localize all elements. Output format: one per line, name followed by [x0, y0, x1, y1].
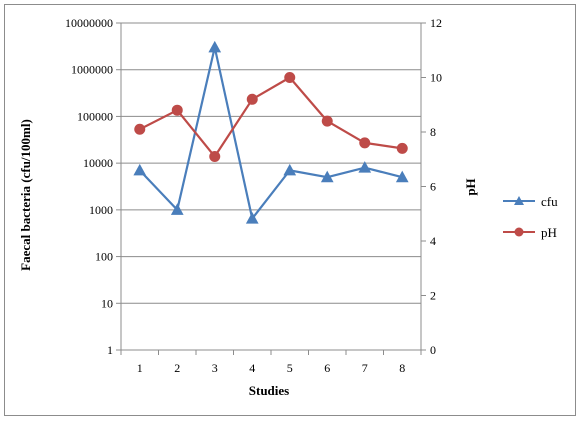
left-tick-label: 1000000	[71, 63, 113, 77]
x-tick-label: 3	[212, 361, 218, 375]
data-point-cfu	[283, 163, 297, 176]
data-point-ph	[321, 115, 333, 127]
right-axis-title: pH	[463, 178, 478, 195]
axes	[120, 23, 422, 351]
left-tick-label: 10	[101, 296, 113, 310]
series-ph	[134, 72, 408, 163]
left-axis-ticks: 1 10 100 1000 10000 100000 1000000 10000000	[65, 16, 121, 357]
x-axis-ticks: 1 2 3 4 5 6 7 8	[120, 350, 422, 375]
data-point-ph	[284, 72, 296, 83]
legend-marker-ph	[514, 227, 524, 237]
chart-frame: 1 10 100 1000 10000 100000 1000000 10000000 0 2 4…	[4, 4, 576, 416]
data-point-cfu	[245, 212, 259, 224]
data-point-ph	[209, 151, 221, 163]
left-tick-label: 100000	[77, 109, 113, 123]
left-tick-label: 1	[107, 343, 113, 357]
left-tick-label: 10000	[83, 156, 113, 170]
data-point-ph	[396, 142, 408, 154]
legend-item-cfu: cfu	[503, 194, 558, 209]
x-tick-label: 1	[137, 361, 143, 375]
series	[133, 40, 409, 224]
right-tick-label: 12	[430, 16, 442, 30]
right-tick-label: 2	[430, 289, 436, 303]
right-tick-label: 8	[430, 125, 436, 139]
right-tick-label: 4	[430, 234, 436, 248]
x-axis-title: Studies	[249, 383, 289, 398]
data-point-cfu	[208, 40, 222, 53]
right-axis-ticks: 0 2 4 6 8 10 12	[421, 16, 442, 357]
series-cfu	[133, 40, 409, 224]
data-point-ph	[171, 104, 183, 116]
legend: cfu pH	[503, 194, 558, 240]
data-point-cfu	[395, 170, 409, 183]
right-tick-label: 10	[430, 71, 442, 85]
legend-label-ph: pH	[541, 225, 557, 240]
legend-marker-cfu	[514, 196, 524, 205]
series-line-cfu	[138, 46, 403, 220]
x-tick-label: 4	[249, 361, 255, 375]
x-tick-label: 6	[324, 361, 330, 375]
x-tick-label: 7	[362, 361, 368, 375]
chart-svg: 1 10 100 1000 10000 100000 1000000 10000000 0 2 4…	[18, 16, 558, 398]
data-point-ph	[246, 93, 258, 105]
x-tick-label: 8	[399, 361, 405, 375]
left-tick-label: 10000000	[65, 16, 113, 30]
data-point-ph	[359, 137, 371, 149]
series-line-ph	[139, 76, 403, 158]
data-point-cfu	[133, 163, 147, 176]
legend-item-ph: pH	[503, 225, 557, 240]
left-tick-label: 1000	[89, 203, 113, 217]
data-point-cfu	[170, 203, 184, 215]
x-tick-label: 5	[287, 361, 293, 375]
legend-label-cfu: cfu	[541, 194, 558, 209]
x-tick-label: 2	[174, 361, 180, 375]
right-tick-label: 0	[430, 343, 436, 357]
right-tick-label: 6	[430, 180, 436, 194]
left-axis-title: Faecal bacteria (cfu/100ml)	[18, 119, 33, 271]
data-point-cfu	[320, 170, 334, 183]
gridlines	[121, 22, 421, 304]
data-point-cfu	[358, 161, 372, 173]
data-point-ph	[134, 123, 146, 135]
left-tick-label: 100	[95, 250, 113, 264]
